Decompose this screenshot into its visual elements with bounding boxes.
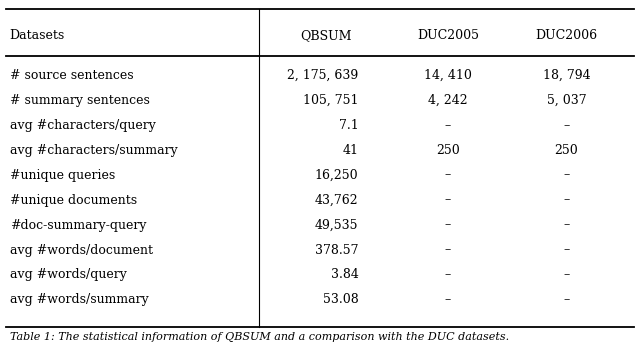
Text: DUC2006: DUC2006 [535, 29, 598, 42]
Text: 7.1: 7.1 [339, 119, 358, 132]
Text: Table 1: The statistical information of QBSUM and a comparison with the DUC data: Table 1: The statistical information of … [10, 332, 509, 342]
Text: 250: 250 [554, 144, 579, 157]
Text: # summary sentences: # summary sentences [10, 94, 150, 107]
Text: # source sentences: # source sentences [10, 69, 133, 82]
Text: –: – [563, 169, 570, 182]
Text: 5, 037: 5, 037 [547, 94, 586, 107]
Text: –: – [563, 194, 570, 207]
Text: #unique documents: #unique documents [10, 194, 137, 207]
Text: QBSUM: QBSUM [301, 29, 352, 42]
Text: –: – [445, 119, 451, 132]
Text: 105, 751: 105, 751 [303, 94, 358, 107]
Text: avg #characters/summary: avg #characters/summary [10, 144, 177, 157]
Text: 53.08: 53.08 [323, 293, 358, 306]
Text: 49,535: 49,535 [315, 219, 358, 232]
Text: –: – [563, 219, 570, 232]
Text: –: – [563, 244, 570, 256]
Text: –: – [445, 244, 451, 256]
Text: 43,762: 43,762 [315, 194, 358, 207]
Text: avg #characters/query: avg #characters/query [10, 119, 156, 132]
Text: avg #words/summary: avg #words/summary [10, 293, 148, 306]
Text: 2, 175, 639: 2, 175, 639 [287, 69, 358, 82]
Text: –: – [563, 119, 570, 132]
Text: –: – [445, 219, 451, 232]
Text: 4, 242: 4, 242 [428, 94, 468, 107]
Text: 18, 794: 18, 794 [543, 69, 590, 82]
Text: 250: 250 [436, 144, 460, 157]
Text: –: – [445, 194, 451, 207]
Text: 41: 41 [342, 144, 358, 157]
Text: 14, 410: 14, 410 [424, 69, 472, 82]
Text: 378.57: 378.57 [315, 244, 358, 256]
Text: 16,250: 16,250 [315, 169, 358, 182]
Text: Datasets: Datasets [10, 29, 65, 42]
Text: DUC2005: DUC2005 [417, 29, 479, 42]
Text: –: – [445, 293, 451, 306]
Text: –: – [445, 268, 451, 281]
Text: avg #words/document: avg #words/document [10, 244, 152, 256]
Text: –: – [563, 268, 570, 281]
Text: 3.84: 3.84 [330, 268, 358, 281]
Text: –: – [563, 293, 570, 306]
Text: #unique queries: #unique queries [10, 169, 115, 182]
Text: avg #words/query: avg #words/query [10, 268, 127, 281]
Text: –: – [445, 169, 451, 182]
Text: #doc-summary-query: #doc-summary-query [10, 219, 146, 232]
